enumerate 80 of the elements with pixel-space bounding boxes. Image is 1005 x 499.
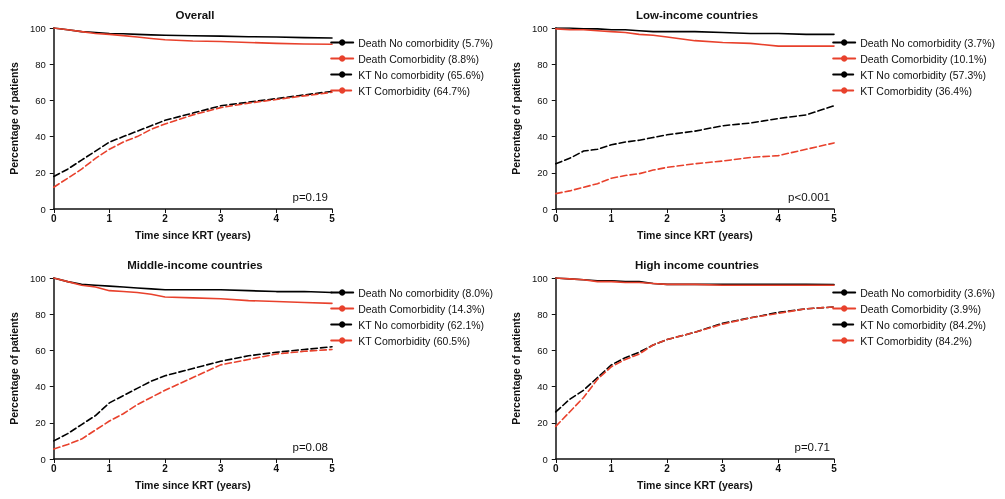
- y-tick-label: 100: [29, 22, 46, 34]
- x-tick-label: 3: [217, 212, 224, 224]
- x-tick-label: 5: [329, 462, 336, 473]
- x-tick-label: 3: [719, 462, 726, 473]
- x-tick-label: 0: [552, 462, 559, 473]
- x-tick-label: 3: [217, 462, 224, 473]
- y-tick-label: 80: [537, 308, 548, 320]
- y-tick-label: 0: [542, 453, 548, 464]
- annotation: p=0.71: [794, 440, 830, 453]
- y-axis-title: Percentage of patients: [7, 311, 20, 425]
- x-tick-label: 4: [775, 462, 782, 473]
- legend-label: Death Comorbidity (8.8%): [358, 52, 479, 65]
- y-tick-label: 20: [35, 167, 46, 179]
- y-tick-label: 40: [537, 380, 548, 392]
- x-tick-label: 1: [608, 212, 615, 224]
- y-tick-label: 100: [29, 272, 46, 283]
- x-tick-label: 5: [831, 462, 838, 473]
- y-tick-label: 60: [35, 344, 46, 356]
- x-tick-label: 2: [162, 462, 169, 473]
- legend-label: KT Comorbidity (60.5%): [358, 334, 471, 346]
- y-tick-label: 100: [531, 22, 548, 34]
- y-tick-label: 40: [35, 380, 46, 392]
- y-tick-label: 80: [537, 58, 548, 70]
- x-tick-label: 5: [329, 212, 336, 224]
- y-tick-label: 60: [537, 94, 548, 106]
- legend-label: Death No comorbidity (3.6%): [860, 286, 996, 298]
- y-tick-label: 40: [35, 131, 46, 143]
- legend-label: KT No comorbidity (65.6%): [358, 68, 485, 81]
- x-tick-label: 4: [273, 212, 280, 224]
- y-tick-label: 20: [35, 416, 46, 428]
- x-tick-label: 4: [775, 212, 782, 224]
- y-axis-title: Percentage of patients: [509, 62, 522, 175]
- x-tick-label: 4: [273, 462, 280, 473]
- y-tick-label: 0: [40, 203, 46, 215]
- legend-label: KT No comorbidity (84.2%): [860, 318, 987, 330]
- y-tick-label: 100: [531, 272, 548, 283]
- x-tick-label: 1: [106, 212, 113, 224]
- chart-title: High income countries: [635, 258, 759, 271]
- x-tick-label: 2: [664, 212, 671, 224]
- legend-label: Death Comorbidity (14.3%): [358, 302, 485, 314]
- x-tick-label: 2: [162, 212, 169, 224]
- y-tick-label: 0: [40, 453, 46, 464]
- annotation: p=0.19: [292, 191, 328, 203]
- y-tick-label: 80: [35, 58, 46, 70]
- x-tick-label: 0: [50, 212, 57, 224]
- x-axis-title: Time since KRT (years): [134, 478, 251, 490]
- x-tick-label: 3: [719, 212, 726, 224]
- chart-title: Overall: [175, 9, 215, 21]
- legend-label: Death Comorbidity (3.9%): [860, 302, 981, 314]
- y-axis-title: Percentage of patients: [7, 62, 20, 175]
- y-tick-label: 0: [542, 203, 548, 215]
- x-tick-label: 2: [664, 462, 671, 473]
- chart-title: Low-income countries: [635, 9, 759, 21]
- x-tick-label: 1: [106, 462, 113, 473]
- x-axis-title: Time since KRT (years): [636, 228, 753, 241]
- x-axis-title: Time since KRT (years): [134, 228, 251, 241]
- x-tick-label: 0: [50, 462, 57, 473]
- chart-title: Middle-income countries: [127, 258, 263, 271]
- legend-label: KT No comorbidity (57.3%): [860, 68, 987, 81]
- legend-label: KT No comorbidity (62.1%): [358, 318, 485, 330]
- y-tick-label: 80: [35, 308, 46, 320]
- legend-label: Death No comorbidity (5.7%): [358, 36, 494, 49]
- legend-label: KT Comorbidity (64.7%): [358, 84, 471, 97]
- y-tick-label: 60: [537, 344, 548, 356]
- x-tick-label: 5: [831, 212, 838, 224]
- legend-label: KT Comorbidity (84.2%): [860, 334, 973, 346]
- legend-label: Death Comorbidity (10.1%): [860, 52, 987, 65]
- y-tick-label: 20: [537, 416, 548, 428]
- annotation: p=0.08: [292, 440, 328, 453]
- y-tick-label: 20: [537, 167, 548, 179]
- legend-label: Death No comorbidity (8.0%): [358, 286, 494, 298]
- y-tick-label: 40: [537, 131, 548, 143]
- x-tick-label: 1: [608, 462, 615, 473]
- y-tick-label: 60: [35, 94, 46, 106]
- legend-label: KT Comorbidity (36.4%): [860, 84, 973, 97]
- x-tick-label: 0: [552, 212, 559, 224]
- annotation: p<0.001: [788, 191, 830, 203]
- x-axis-title: Time since KRT (years): [636, 478, 753, 490]
- y-axis-title: Percentage of patients: [509, 311, 522, 425]
- legend-label: Death No comorbidity (3.7%): [860, 36, 996, 49]
